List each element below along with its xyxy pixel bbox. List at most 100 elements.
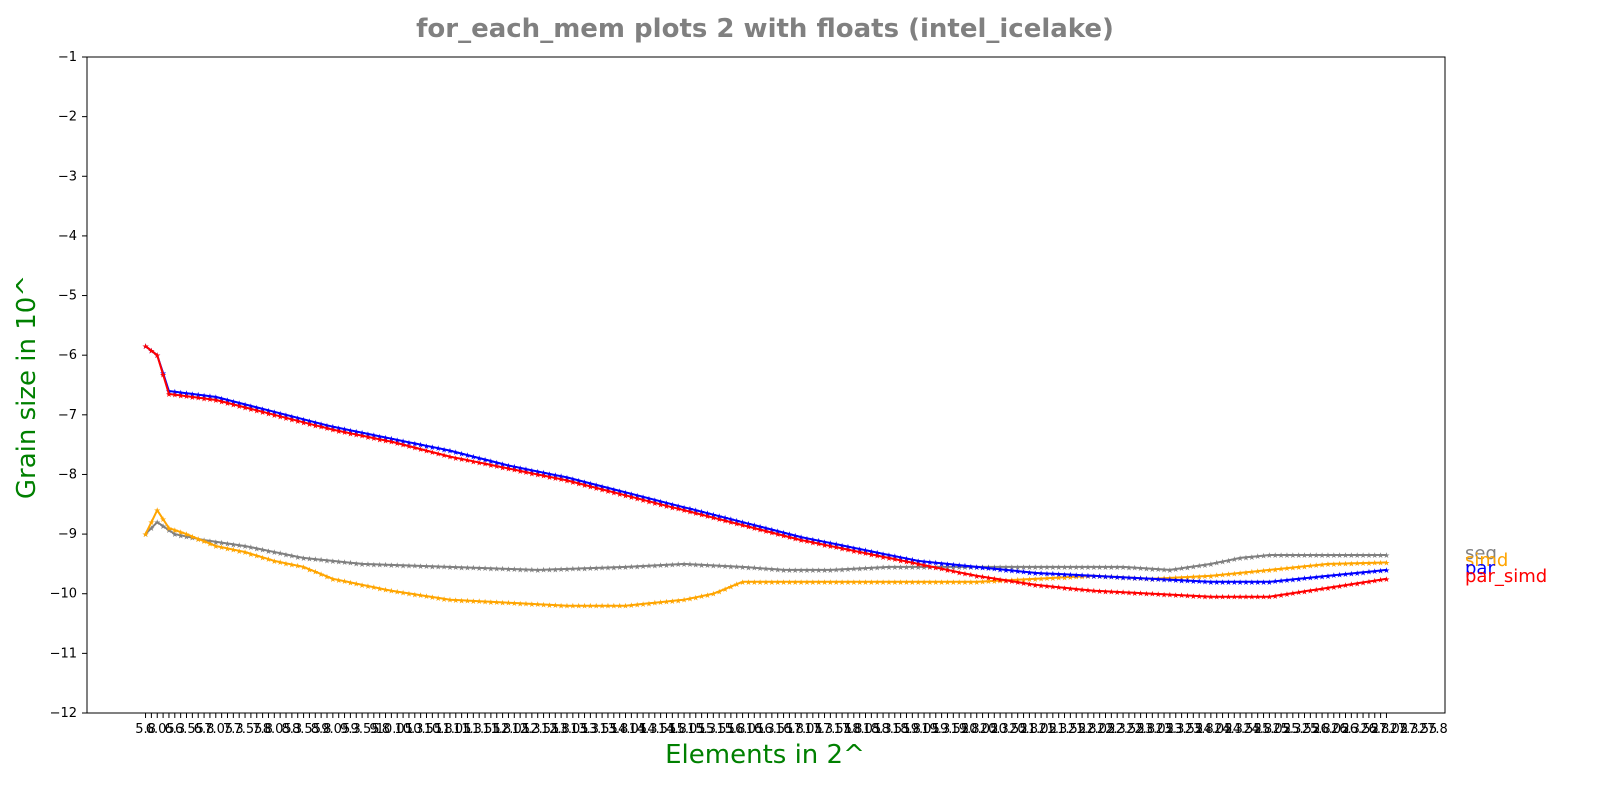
point-marker: ★ bbox=[891, 552, 898, 561]
x-tick-label: 15.8 bbox=[716, 722, 745, 737]
point-marker: ★ bbox=[879, 563, 886, 572]
point-marker: ★ bbox=[323, 424, 330, 433]
point-marker: ★ bbox=[1008, 566, 1015, 575]
point-marker: ★ bbox=[762, 565, 769, 574]
point-marker: ★ bbox=[394, 561, 401, 570]
point-marker: ★ bbox=[792, 566, 799, 575]
point-marker: ★ bbox=[423, 592, 430, 601]
point-marker: ★ bbox=[569, 475, 576, 484]
x-tick-label: 27.05 bbox=[1371, 722, 1408, 737]
point-marker: ★ bbox=[1190, 592, 1197, 601]
point-marker: ★ bbox=[833, 540, 840, 549]
point-marker: ★ bbox=[645, 494, 652, 503]
point-marker: ★ bbox=[909, 559, 916, 568]
point-marker: ★ bbox=[862, 546, 869, 555]
point-marker: ★ bbox=[1248, 593, 1255, 602]
point-marker: ★ bbox=[622, 488, 629, 497]
point-marker: ★ bbox=[1266, 566, 1273, 575]
point-marker: ★ bbox=[335, 427, 342, 436]
point-marker: ★ bbox=[476, 459, 483, 468]
point-marker: ★ bbox=[827, 566, 834, 575]
x-tick-label: 11.05 bbox=[434, 722, 471, 737]
point-marker: ★ bbox=[622, 491, 629, 500]
point-marker: ★ bbox=[610, 602, 617, 611]
point-marker: ★ bbox=[856, 578, 863, 587]
series-lines: ★ ★ ★ ★ ★ ★ ★ ★ ★ ★ ★ ★ ★ ★ ★ ★ ★ ★ ★ ★ ★ ★ ★ ★ ★ ★ ★ ★ ★ ★ ★ ★ ★ ★ ★ ★ ★ ★ ★ ★… bbox=[142, 342, 1390, 610]
point-marker: ★ bbox=[973, 572, 980, 581]
point-marker: ★ bbox=[265, 406, 272, 415]
point-marker: ★ bbox=[727, 583, 734, 592]
point-marker: ★ bbox=[944, 566, 951, 575]
x-tick-label: 22.3 bbox=[1097, 722, 1126, 737]
point-marker: ★ bbox=[1102, 587, 1109, 596]
point-marker: ★ bbox=[370, 583, 377, 592]
point-marker: ★ bbox=[1190, 573, 1197, 582]
point-marker: ★ bbox=[634, 562, 641, 571]
point-marker: ★ bbox=[581, 564, 588, 573]
point-marker: ★ bbox=[154, 506, 161, 515]
x-tick-label: 8.55 bbox=[292, 722, 321, 737]
y-tick-label: −8 bbox=[58, 467, 77, 482]
point-marker: ★ bbox=[932, 578, 939, 587]
point-marker: ★ bbox=[774, 565, 781, 574]
point-marker: ★ bbox=[856, 548, 863, 557]
x-tick-label: 19.55 bbox=[932, 722, 969, 737]
point-marker: ★ bbox=[552, 565, 559, 574]
point-marker: ★ bbox=[1254, 552, 1261, 561]
point-marker: ★ bbox=[470, 453, 477, 462]
x-tick-label: 10.3 bbox=[394, 722, 423, 737]
point-marker: ★ bbox=[950, 578, 957, 587]
point-marker: ★ bbox=[1038, 575, 1045, 584]
point-marker: ★ bbox=[821, 566, 828, 575]
x-tick-label: 15.55 bbox=[698, 722, 735, 737]
point-marker: ★ bbox=[1207, 572, 1214, 581]
point-marker: ★ bbox=[985, 574, 992, 583]
point-marker: ★ bbox=[341, 558, 348, 567]
x-tick-label: 21.55 bbox=[1049, 722, 1086, 737]
x-tick-label: 22.05 bbox=[1078, 722, 1115, 737]
point-marker: ★ bbox=[195, 535, 202, 544]
point-marker: ★ bbox=[417, 591, 424, 600]
point-marker: ★ bbox=[856, 545, 863, 554]
point-marker: ★ bbox=[534, 470, 541, 479]
point-marker: ★ bbox=[481, 460, 488, 469]
point-marker: ★ bbox=[616, 487, 623, 496]
point-marker: ★ bbox=[757, 578, 764, 587]
point-marker: ★ bbox=[680, 596, 687, 605]
point-marker: ★ bbox=[522, 465, 529, 474]
point-marker: ★ bbox=[973, 578, 980, 587]
point-marker: ★ bbox=[259, 553, 266, 562]
point-marker: ★ bbox=[932, 563, 939, 572]
x-tick-label: 6.05 bbox=[146, 722, 175, 737]
point-marker: ★ bbox=[1342, 581, 1349, 590]
point-marker: ★ bbox=[1020, 575, 1027, 584]
point-marker: ★ bbox=[341, 428, 348, 437]
point-marker: ★ bbox=[335, 558, 342, 567]
chart-title: for_each_mem plots 2 with floats (intel_… bbox=[416, 14, 1114, 44]
point-marker: ★ bbox=[423, 562, 430, 571]
point-marker: ★ bbox=[745, 523, 752, 532]
point-marker: ★ bbox=[1225, 570, 1232, 579]
point-marker: ★ bbox=[1014, 576, 1021, 585]
point-marker: ★ bbox=[675, 596, 682, 605]
point-marker: ★ bbox=[1149, 575, 1156, 584]
point-marker: ★ bbox=[1318, 572, 1325, 581]
point-marker: ★ bbox=[1272, 565, 1279, 574]
point-marker: ★ bbox=[1266, 551, 1273, 560]
point-marker: ★ bbox=[359, 560, 366, 569]
point-marker: ★ bbox=[517, 565, 524, 574]
point-marker: ★ bbox=[675, 502, 682, 511]
point-marker: ★ bbox=[704, 512, 711, 521]
x-tick-label: 9.55 bbox=[351, 722, 380, 737]
point-marker: ★ bbox=[505, 565, 512, 574]
point-marker: ★ bbox=[540, 469, 547, 478]
point-marker: ★ bbox=[171, 526, 178, 535]
point-marker: ★ bbox=[1084, 572, 1091, 581]
point-marker: ★ bbox=[944, 560, 951, 569]
point-marker: ★ bbox=[417, 562, 424, 571]
point-marker: ★ bbox=[1283, 551, 1290, 560]
point-marker: ★ bbox=[657, 500, 664, 509]
point-marker: ★ bbox=[282, 550, 289, 559]
x-tick-label: 12.3 bbox=[512, 722, 541, 737]
point-marker: ★ bbox=[950, 567, 957, 576]
